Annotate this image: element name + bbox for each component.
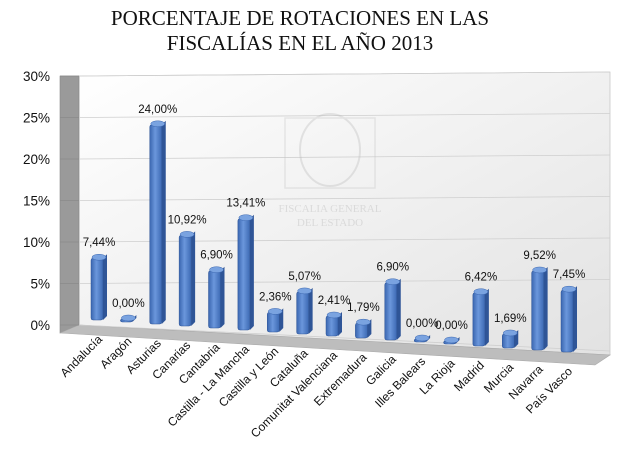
chart-title-line-1: PORCENTAJE DE ROTACIONES EN LAS	[110, 6, 490, 30]
bar	[560, 289, 574, 353]
bar	[384, 282, 397, 341]
bar	[90, 257, 104, 321]
bar	[296, 291, 309, 335]
bar	[178, 235, 192, 327]
y-tick-label: 25%	[23, 111, 50, 126]
data-label: 2,41%	[318, 295, 351, 307]
bar	[531, 270, 544, 351]
bar-top	[121, 314, 136, 322]
data-label: 7,44%	[83, 237, 116, 249]
y-tick-label: 15%	[23, 194, 50, 209]
bar-top	[150, 120, 165, 128]
data-label: 13,41%	[226, 198, 265, 210]
bar-top	[473, 288, 489, 295]
bar-top	[297, 287, 312, 295]
y-tick-label: 20%	[23, 152, 50, 167]
bar-top	[561, 285, 577, 293]
bar-top	[91, 253, 107, 261]
bar-side	[338, 311, 342, 336]
watermark-shield	[299, 113, 361, 187]
category-label: Andalucía	[57, 332, 105, 380]
bar	[267, 312, 280, 333]
data-label: 5,07%	[288, 271, 321, 283]
watermark-text: DEL ESTADO	[297, 217, 363, 229]
bar-top	[503, 329, 518, 337]
y-tick-label: 10%	[23, 235, 50, 250]
chart-title-line-2: FISCALÍAS EN EL AÑO 2013	[166, 31, 434, 55]
bar-side	[543, 266, 548, 350]
bar	[355, 322, 368, 339]
data-label: 6,42%	[465, 272, 498, 284]
watermark: FISCALIA GENERAL DEL ESTADO	[279, 113, 382, 229]
bar-top	[268, 308, 283, 315]
data-label: 24,00%	[138, 104, 177, 116]
bar-side	[249, 214, 254, 330]
bar-side	[396, 278, 401, 340]
bar-top	[326, 311, 342, 319]
data-label: 9,52%	[523, 250, 556, 262]
gridline	[78, 154, 611, 160]
data-label: 7,45%	[553, 269, 586, 281]
data-label: 10,92%	[168, 214, 207, 226]
data-label: 0,00%	[406, 318, 439, 330]
watermark-frame	[284, 117, 376, 189]
gridline	[78, 237, 611, 243]
category-label: Madrid	[451, 358, 487, 394]
data-label: 2,36%	[259, 291, 292, 303]
bar-top	[209, 266, 224, 273]
gridline	[78, 196, 611, 201]
side-wall	[59, 75, 80, 334]
data-label: 0,00%	[112, 298, 145, 310]
bar-top	[179, 231, 195, 238]
data-label: 6,90%	[376, 262, 409, 274]
bar-side	[484, 288, 489, 346]
bar-side	[220, 266, 225, 328]
y-tick-label: 0%	[30, 318, 50, 333]
gridline	[78, 324, 611, 352]
bar-top	[532, 266, 547, 274]
data-label: 6,90%	[200, 250, 233, 262]
y-tick-label: 5%	[30, 277, 50, 292]
bar-top	[356, 318, 371, 326]
bar-side	[308, 287, 313, 334]
bar-top	[385, 278, 400, 285]
data-label: 1,69%	[494, 313, 527, 325]
bar-top	[444, 336, 459, 344]
bar-side	[573, 286, 577, 352]
bar	[237, 218, 251, 331]
watermark-text: FISCALIA GENERAL	[279, 203, 382, 215]
gridline	[78, 71, 611, 77]
bar-side	[279, 308, 284, 332]
bar	[149, 124, 162, 325]
bar-top	[238, 214, 254, 221]
bar	[325, 315, 339, 337]
bar-top	[414, 334, 430, 342]
gridline	[78, 279, 611, 284]
bar-side	[103, 254, 107, 320]
bar-side	[161, 120, 166, 324]
data-label: 0,00%	[435, 320, 468, 332]
bar	[472, 292, 486, 347]
data-label: 1,79%	[347, 302, 380, 314]
bar-side	[191, 231, 196, 326]
y-tick-label: 30%	[23, 69, 50, 84]
bar	[208, 270, 221, 329]
floor	[59, 324, 611, 366]
gridline	[78, 113, 611, 118]
